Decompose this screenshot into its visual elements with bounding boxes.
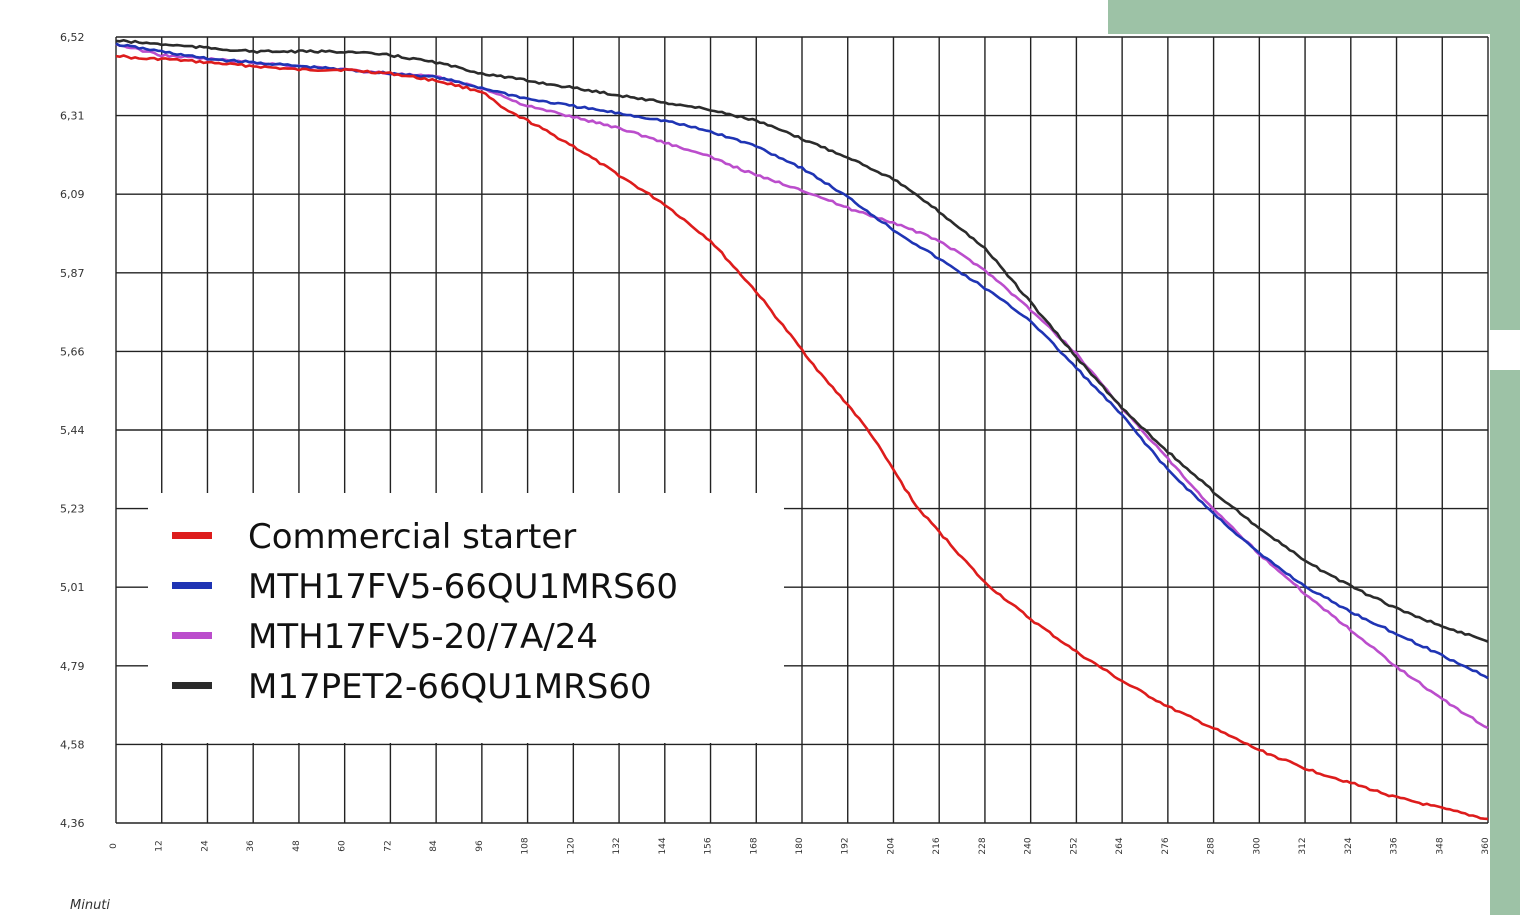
legend-swatch: [172, 582, 212, 589]
x-tick-label: 216: [932, 837, 942, 854]
x-tick-label: 12: [155, 840, 165, 851]
y-tick-label: 6,09: [60, 188, 85, 201]
y-tick-label: 4,58: [60, 738, 85, 751]
y-tick-label: 5,66: [60, 345, 85, 358]
decorative-green-band: [1108, 0, 1520, 34]
legend-swatch: [172, 682, 212, 689]
x-tick-label: 252: [1069, 837, 1079, 854]
x-tick-label: 180: [795, 837, 805, 854]
x-tick-label: 360: [1481, 837, 1490, 854]
x-tick-label: 168: [749, 837, 759, 854]
x-tick-label: 24: [200, 840, 210, 852]
x-tick-label: 276: [1161, 837, 1171, 854]
x-tick-label: 144: [658, 837, 668, 854]
x-tick-label: 204: [886, 837, 896, 854]
legend-item: M17PET2-66QU1MRS60: [148, 661, 784, 711]
x-tick-label: 108: [521, 837, 531, 854]
y-tick-label: 4,36: [60, 817, 85, 830]
x-tick-label: 48: [292, 840, 302, 852]
y-tick-label: 6,52: [60, 31, 85, 44]
x-tick-label: 36: [246, 840, 256, 852]
x-tick-label: 84: [429, 840, 439, 852]
x-axis-title: Minuti: [70, 898, 111, 913]
legend-item: Commercial starter: [148, 511, 784, 561]
legend-item: MTH17FV5-66QU1MRS60: [148, 561, 784, 611]
x-tick-label: 72: [383, 840, 393, 851]
series-line: [115, 39, 1489, 643]
x-tick-label: 120: [566, 837, 576, 854]
series-line: [115, 54, 1489, 821]
x-tick-label: 156: [704, 837, 714, 854]
decorative-green-strip: [1490, 30, 1520, 330]
x-tick-label: 288: [1207, 837, 1217, 854]
legend-swatch: [172, 532, 212, 539]
x-tick-label: 348: [1435, 837, 1445, 854]
y-tick-label: 6,31: [60, 110, 85, 123]
x-tick-label: 192: [841, 837, 851, 854]
x-tick-label: 132: [612, 837, 622, 854]
y-tick-label: 5,87: [60, 267, 85, 280]
line-chart: 6,52 6,31 6,09 5,87 5,66 5,44 5,23 5,01 4,79 4,58…: [60, 31, 1490, 855]
x-tick-label: 96: [475, 840, 485, 852]
y-tick-label: 5,44: [60, 424, 85, 437]
y-tick-label: 4,79: [60, 660, 85, 673]
y-axis-ticks: 6,52 6,31 6,09 5,87 5,66 5,44 5,23 5,01 4,79 4,58…: [60, 31, 85, 830]
chart-series: [115, 39, 1489, 821]
legend-label: M17PET2-66QU1MRS60: [248, 667, 652, 707]
legend-label: Commercial starter: [248, 517, 577, 557]
x-tick-label: 324: [1344, 837, 1354, 854]
y-tick-label: 5,01: [60, 581, 85, 594]
x-tick-label: 336: [1390, 837, 1400, 854]
x-tick-label: 300: [1252, 837, 1262, 854]
x-tick-label: 228: [978, 837, 988, 854]
legend-label: MTH17FV5-66QU1MRS60: [248, 567, 678, 607]
legend-swatch: [172, 632, 212, 639]
y-tick-label: 5,23: [60, 503, 85, 516]
legend-label: MTH17FV5-20/7A/24: [248, 617, 598, 657]
x-axis-ticks: 0 12 24 36 48 60 72 84 96 108 120 132 144 156 168 180 19…: [109, 837, 1490, 854]
x-tick-label: 240: [1024, 837, 1034, 854]
x-tick-label: 264: [1115, 837, 1125, 854]
legend-item: MTH17FV5-20/7A/24: [148, 611, 784, 661]
chart-legend: Commercial starter MTH17FV5-66QU1MRS60 MTH…: [148, 493, 784, 743]
x-tick-label: 312: [1298, 837, 1308, 854]
x-tick-label: 60: [338, 840, 348, 852]
x-tick-label: 0: [109, 843, 119, 849]
decorative-green-strip-lower: [1490, 370, 1520, 915]
